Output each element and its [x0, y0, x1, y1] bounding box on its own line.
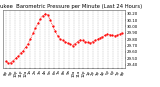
Title: Milwaukee  Barometric Pressure per Minute (Last 24 Hours): Milwaukee Barometric Pressure per Minute…: [0, 4, 143, 9]
